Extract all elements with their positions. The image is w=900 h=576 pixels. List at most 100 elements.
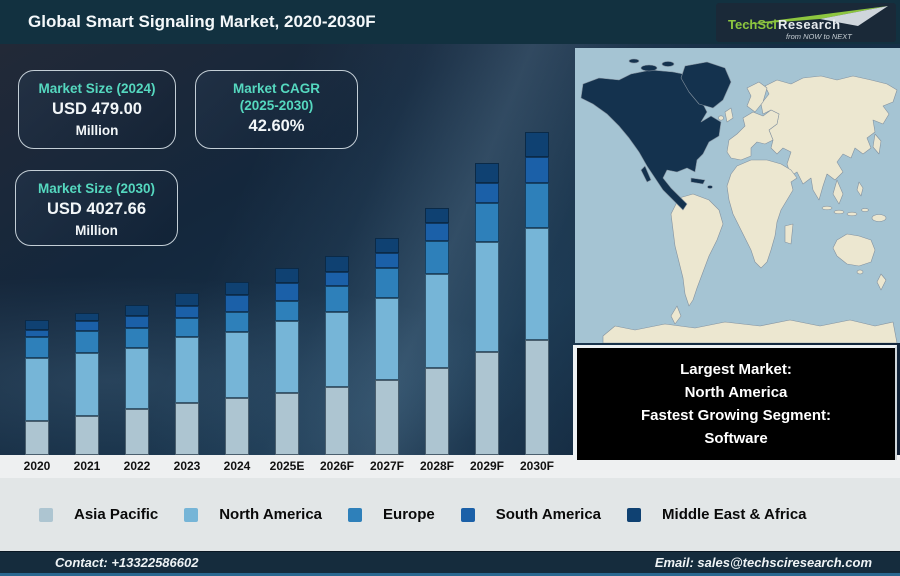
bar-segment-south-america [175, 306, 199, 318]
stacked-bar-2020 [25, 320, 49, 455]
stat-label: Market Size (2030) [37, 181, 156, 196]
stacked-bar-2028f [425, 208, 449, 455]
bar-segment-asia-pacific [175, 403, 199, 455]
x-axis-label: 2025E [269, 459, 305, 473]
bar-segment-middle-east-africa [275, 268, 299, 283]
x-axis-labels: 2020 2021 2022 2023 2024 2025E 2026F 2027F 2028F… [12, 455, 562, 478]
bar-segment-north-america [375, 298, 399, 380]
x-axis-label: 2021 [73, 459, 101, 473]
logo-text-research: Research [778, 17, 841, 32]
contact-email: Email: sales@techsciresearch.com [654, 555, 872, 570]
bar-segment-north-america [25, 358, 49, 421]
legend-swatch [348, 507, 363, 522]
bar-segment-europe [525, 183, 549, 228]
legend-item-asia-pacific: Asia Pacific [39, 506, 158, 523]
x-axis-label: 2027F [369, 459, 405, 473]
bar-segment-middle-east-africa [375, 238, 399, 253]
bar-segment-europe [425, 241, 449, 274]
bar-segment-middle-east-africa [225, 282, 249, 295]
stat-label: (2025-2030) [239, 98, 314, 113]
legend-item-south-america: South America [460, 506, 602, 523]
bar-segment-north-america [75, 353, 99, 416]
bar-segment-south-america [75, 321, 99, 331]
bar-segment-asia-pacific [75, 416, 99, 455]
stacked-bar-2025e [275, 268, 299, 455]
legend-swatch [184, 507, 199, 522]
bar-segment-europe [275, 301, 299, 321]
highlight-line: Software [704, 430, 768, 447]
stat-value: USD 479.00 [52, 100, 142, 118]
bar-segment-south-america [275, 283, 299, 301]
stat-value: 42.60% [248, 117, 305, 135]
x-axis-label: 2024 [223, 459, 251, 473]
stat-label: Market Size (2024) [38, 81, 156, 96]
bar-segment-europe [25, 337, 49, 358]
highlight-line: Largest Market: [680, 361, 792, 378]
legend-item-north-america: North America [184, 506, 322, 523]
stat-box-market-size-2024: Market Size (2024) USD 479.00 Million [18, 70, 176, 149]
logo-text-techsci: TechSci [728, 17, 777, 32]
legend-label: North America [219, 506, 323, 523]
legend-label: South America [495, 506, 602, 523]
x-axis-label: 2022 [123, 459, 151, 473]
bar-segment-south-america [25, 330, 49, 337]
stat-unit: Million [75, 123, 119, 138]
stat-value: USD 4027.66 [46, 200, 147, 218]
logo-arrow-graphic: TechSci Research from NOW to NEXT [728, 6, 888, 41]
bar-segment-europe [375, 268, 399, 298]
bar-segment-asia-pacific [125, 409, 149, 455]
bar-segment-south-america [475, 183, 499, 203]
bar-segment-north-america [275, 321, 299, 393]
world-map-panel [575, 48, 900, 344]
bar-segment-middle-east-africa [525, 132, 549, 157]
bar-segment-europe [325, 286, 349, 312]
bar-segment-asia-pacific [25, 421, 49, 455]
x-axis-label: 2030F [519, 459, 555, 473]
world-map [575, 48, 900, 344]
stacked-bar-chart [25, 115, 549, 455]
stat-unit: Million [75, 223, 118, 238]
x-axis-label: 2026F [319, 459, 355, 473]
bar-segment-asia-pacific [275, 393, 299, 455]
chart-legend: Asia Pacific North America Europe South Ame… [0, 478, 900, 551]
bar-segment-europe [175, 318, 199, 337]
stat-box-market-size-2030: Market Size (2030) USD 4027.66 Million [15, 170, 178, 246]
bar-segment-asia-pacific [225, 398, 249, 455]
highlight-line: North America [684, 384, 788, 401]
legend-label: Middle East & Africa [662, 506, 807, 523]
stacked-bar-2022 [125, 305, 149, 455]
legend-swatch [39, 507, 53, 522]
legend-swatch [460, 507, 475, 522]
highlight-line: Fastest Growing Segment: [640, 407, 832, 424]
bar-segment-europe [475, 203, 499, 242]
bar-segment-north-america [525, 228, 549, 340]
bar-segment-south-america [125, 316, 149, 328]
stacked-bar-2027f [375, 238, 399, 455]
stacked-bar-2024 [225, 282, 249, 455]
legend-item-middle-east-africa: Middle East & Africa [627, 506, 807, 523]
bar-segment-north-america [175, 337, 199, 403]
bar-segment-europe [225, 312, 249, 332]
bar-segment-middle-east-africa [425, 208, 449, 223]
bar-segment-middle-east-africa [175, 293, 199, 306]
x-axis-label: 2023 [173, 459, 201, 473]
stacked-bar-2030f [525, 132, 549, 455]
bar-segment-asia-pacific [425, 368, 449, 455]
bar-segment-asia-pacific [525, 340, 549, 455]
bar-segment-north-america [325, 312, 349, 387]
techsci-logo: TechSci Research from NOW to NEXT [716, 3, 896, 42]
bar-segment-middle-east-africa [75, 313, 99, 321]
bar-segment-middle-east-africa [125, 305, 149, 316]
legend-label: Europe [383, 506, 435, 523]
stacked-bar-2023 [175, 293, 199, 455]
bar-segment-south-america [525, 157, 549, 183]
stacked-bar-2021 [75, 313, 99, 455]
x-axis-label: 2029F [469, 459, 505, 473]
bar-segment-north-america [225, 332, 249, 398]
header-bar: Global Smart Signaling Market, 2020-2030… [0, 0, 900, 44]
x-axis-strip: 2020 2021 2022 2023 2024 2025E 2026F 2027F 2028F… [0, 455, 900, 478]
bar-segment-asia-pacific [375, 380, 399, 455]
contact-phone: Contact: +13322586602 [55, 555, 199, 570]
bar-segment-north-america [425, 274, 449, 368]
